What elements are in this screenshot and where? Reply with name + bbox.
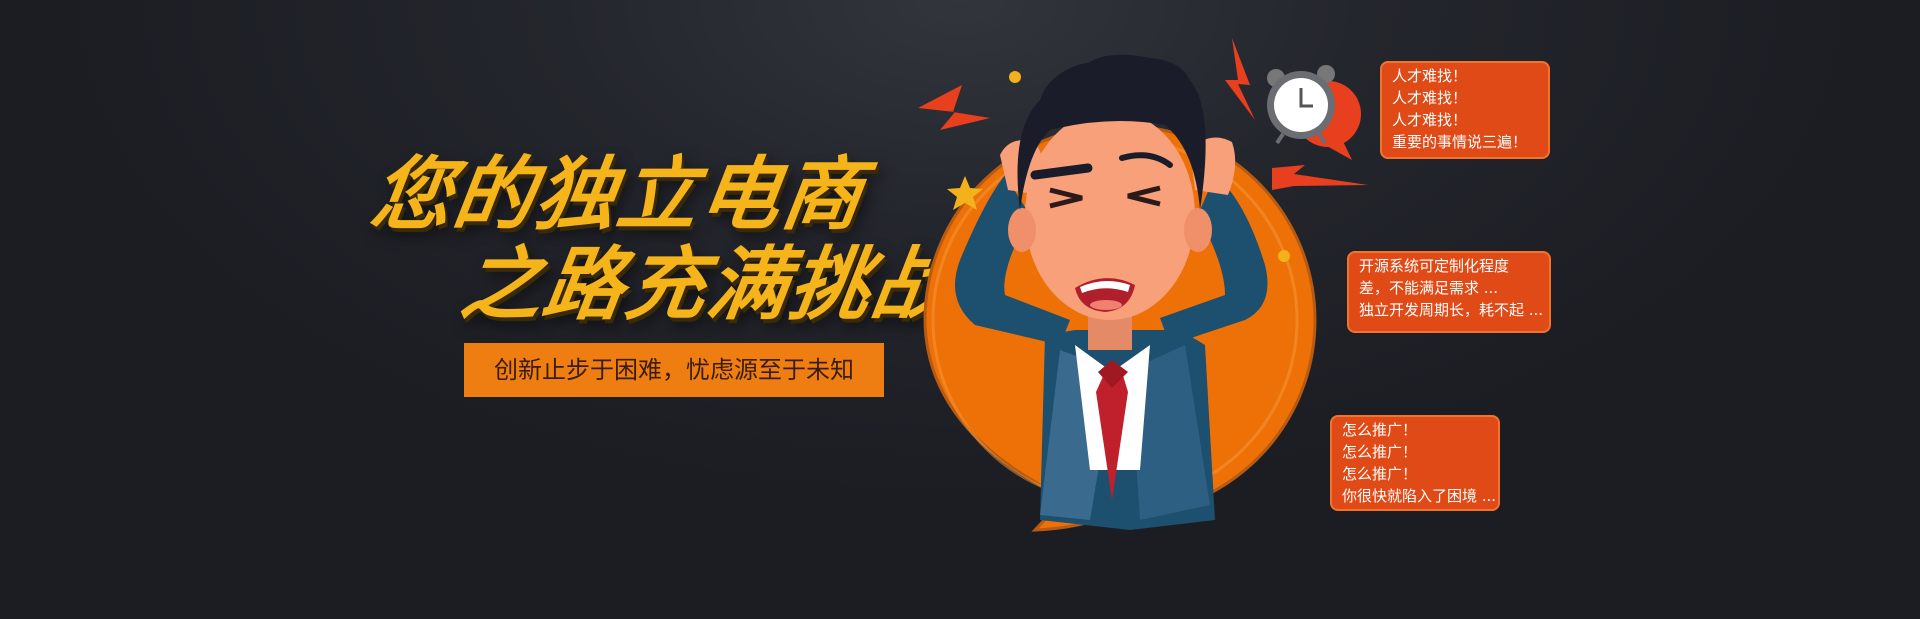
speech-bubble-talent: 人才难找！ 人才难找！ 人才难找！ 重要的事情说三遍！ [1380, 61, 1550, 159]
man-body [1040, 330, 1215, 530]
bubble-line: 人才难找！ [1392, 89, 1468, 107]
speech-bubble-promotion: 怎么推广！ 怎么推广！ 怎么推广！ 你很快就陷入了困境 ... [1330, 415, 1500, 511]
bubble-line: 人才难找！ [1392, 111, 1468, 129]
lightning-icon [918, 38, 1368, 190]
bubble-line: 怎么推广！ [1342, 443, 1418, 461]
star-icon [947, 176, 983, 210]
man-head [1008, 54, 1212, 350]
bubble-line: 独立开发周期长，耗不起 ... [1359, 301, 1544, 319]
alarm-clock-icon [1267, 65, 1361, 160]
bubble-line: 你很快就陷入了困境 ... [1342, 487, 1497, 505]
dot-decoration [1278, 250, 1290, 262]
bubble-line: 重要的事情说三遍！ [1392, 133, 1528, 151]
bubble-line: 怎么推广！ [1342, 465, 1418, 483]
subtitle-banner: 创新止步于困难，忧虑源至于未知 [464, 343, 884, 397]
bubble-line: 开源系统可定制化程度 [1359, 257, 1510, 275]
speech-bubble-system: 开源系统可定制化程度 差，不能满足需求 ... 独立开发周期长，耗不起 ... [1347, 251, 1551, 333]
bubble-line: 怎么推广！ [1342, 421, 1418, 439]
dot-decoration [1009, 71, 1021, 83]
bubble-line: 人才难找！ [1392, 67, 1468, 85]
bubble-line: 差，不能满足需求 ... [1359, 279, 1499, 297]
